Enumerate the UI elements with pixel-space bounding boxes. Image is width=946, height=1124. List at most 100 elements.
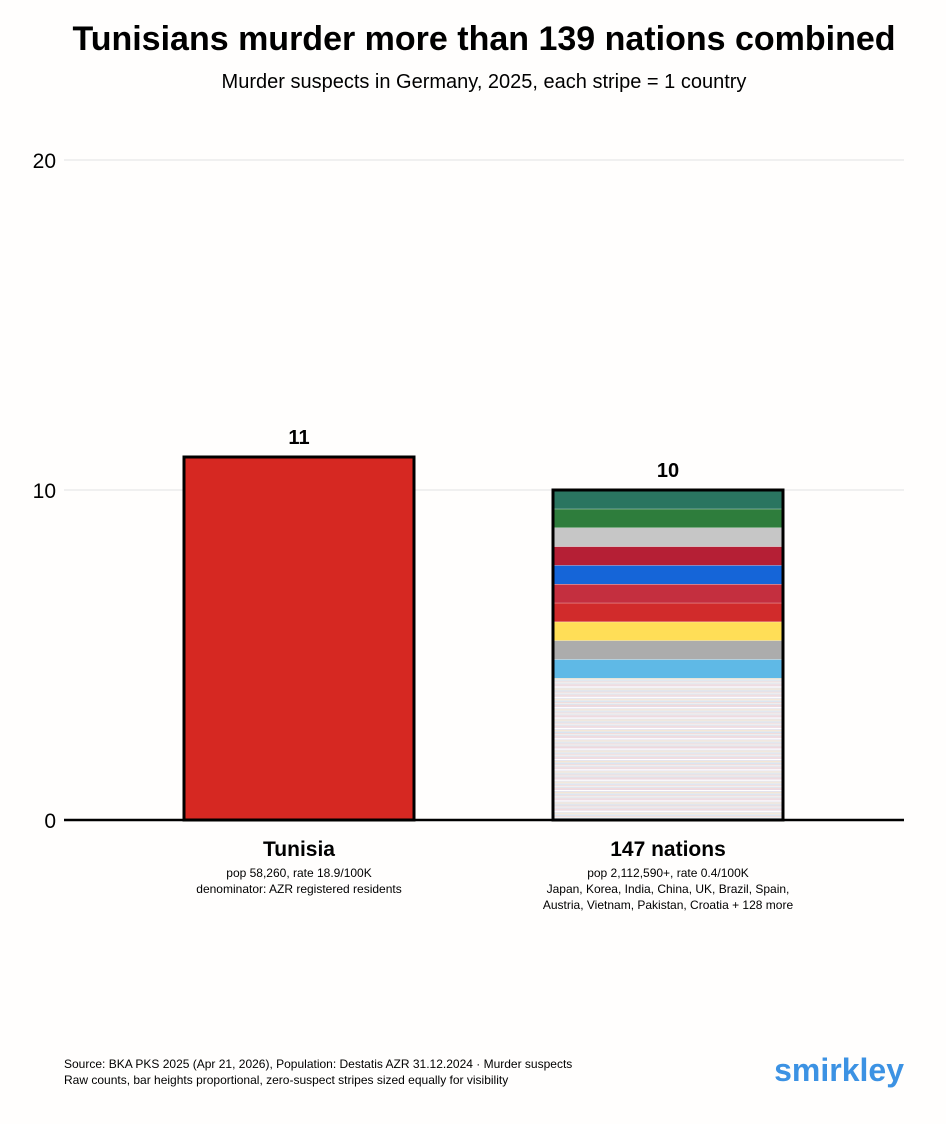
zero-stripe [553,789,783,791]
zero-stripe [553,695,783,697]
zero-stripe [553,725,783,727]
zero-stripe [553,684,783,686]
zero-stripe [553,749,783,751]
zero-stripe [553,710,783,712]
zero-stripe [553,758,783,760]
bars [64,455,904,822]
zero-stripe [553,806,783,808]
zero-stripe [553,714,783,716]
zero-stripe [553,690,783,692]
zero-stripe [553,774,783,776]
zero-stripe [553,803,783,805]
stripe [553,527,783,547]
zero-stripe [553,734,783,736]
zero-stripe [553,729,783,731]
zero-stripe [553,719,783,721]
zero-stripe [553,726,783,728]
zero-stripe [553,756,783,758]
stripe [553,565,783,585]
zero-stripe [553,755,783,757]
zero-stripe [553,745,783,747]
zero-stripe [553,693,783,695]
zero-stripe [553,731,783,733]
zero-stripe [553,779,783,781]
zero-stripe [553,793,783,795]
zero-stripe [553,743,783,745]
stripe [553,584,783,603]
chart-subtitle: Murder suspects in Germany, 2025, each s… [221,71,747,93]
zero-stripe [553,817,783,819]
category-note: Japan, Korea, India, China, UK, Brazil, … [547,882,790,896]
x-category-label: Tunisia [263,838,335,861]
zero-stripe [553,706,783,708]
zero-stripe [553,766,783,768]
stripe [553,640,783,660]
stripe [184,457,414,820]
zero-stripe [553,699,783,701]
zero-stripe [553,724,783,726]
zero-stripe [553,775,783,777]
zero-stripe [553,780,783,782]
zero-stripe [553,807,783,809]
zero-stripe [553,692,783,694]
zero-stripe [553,691,783,693]
zero-stripe [553,687,783,689]
zero-stripe [553,730,783,732]
zero-stripe [553,702,783,704]
zero-stripe [553,708,783,710]
zero-stripe [553,765,783,767]
zero-stripe [553,750,783,752]
footer-line-2: Raw counts, bar heights proportional, ze… [64,1073,509,1087]
category-note: denominator: AZR registered residents [196,882,401,896]
zero-stripe [553,776,783,778]
zero-stripe [553,792,783,794]
zero-stripe [553,797,783,799]
footer-source: Source: BKA PKS 2025 (Apr 21, 2026), Pop… [64,1056,572,1088]
zero-stripe [553,804,783,806]
zero-stripe [553,678,783,680]
zero-stripe [553,781,783,783]
zero-stripe [553,723,783,725]
bar-tunisia [182,455,416,822]
zero-stripe [553,785,783,787]
zero-stripe [553,787,783,789]
y-tick-label-20: 20 [33,150,56,173]
zero-stripe [553,796,783,798]
zero-stripe [553,700,783,702]
zero-stripe [553,682,783,684]
zero-stripe [553,689,783,691]
zero-stripe [553,707,783,709]
zero-stripe [553,703,783,706]
zero-stripe [553,679,783,681]
zero-stripe [553,767,783,769]
zero-stripe [553,782,783,784]
zero-stripe [553,740,783,742]
zero-stripe [553,794,783,796]
zero-stripe [553,757,783,759]
zero-stripe [553,798,783,800]
zero-stripe [553,799,783,801]
zero-stripe [553,768,783,770]
zero-stripe [553,712,783,714]
zero-stripe [553,688,783,690]
chart-title: Tunisians murder more than 139 nations c… [72,20,896,58]
zero-stripe [553,777,783,779]
zero-stripe [553,761,783,764]
zero-stripe [553,696,783,698]
zero-stripe [553,773,783,775]
zero-stripe [553,736,783,738]
zero-stripe [553,769,783,771]
zero-stripe [553,718,783,720]
zero-stripe [553,754,783,756]
zero-stripe [553,759,783,761]
bar-value-label: 11 [288,427,309,449]
zero-stripe [553,784,783,786]
zero-stripe [553,809,783,811]
zero-stripe [553,738,783,740]
zero-stripe [553,680,783,682]
category-note: pop 58,260, rate 18.9/100K [226,866,371,880]
zero-stripe [553,721,783,723]
bar-other-nations [551,488,785,822]
zero-stripe [553,741,783,743]
zero-stripe [553,709,783,711]
